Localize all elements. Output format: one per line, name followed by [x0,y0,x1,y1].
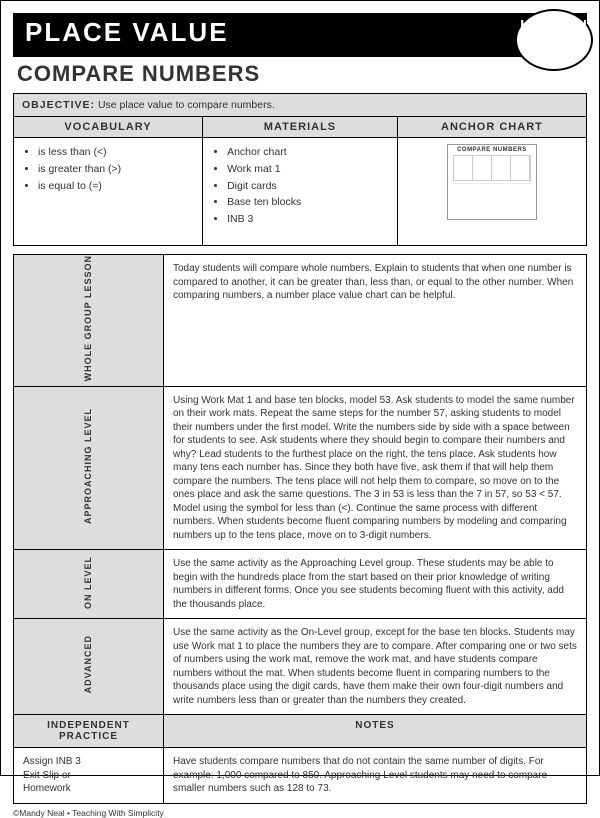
materials-item: Base ten blocks [227,194,387,211]
ip-header-practice: INDEPENDENT PRACTICE [14,715,164,748]
anchor-thumb-title: COMPARE NUMBERS [450,147,534,153]
lesson-subtitle: COMPARE NUMBERS [13,57,587,93]
unit-title: PLACE VALUE [25,17,575,48]
lesson-page: PLACE VALUE LESSON 3 COMPARE NUMBERS OBJ… [0,0,600,776]
ip-header-notes: NOTES [164,715,587,748]
lesson-word: LESSON [517,17,591,34]
anchor-cell: COMPARE NUMBERS [397,138,586,246]
section-text-advanced: Use the same activity as the On-Level gr… [164,619,587,715]
section-label-approaching: APPROACHING LEVEL [14,386,164,550]
footer-copyright: ©Mandy Neal • Teaching With Simplicity [13,804,587,818]
vocab-item: is equal to (=) [38,178,192,195]
col-header-materials: MATERIALS [203,117,398,138]
materials-cell: Anchor chart Work mat 1 Digit cards Base… [203,138,398,246]
objective-cell: OBJECTIVE: Use place value to compare nu… [14,94,587,117]
objective-text: Use place value to compare numbers. [98,99,275,111]
sections-table: WHOLE GROUP LESSON Today students will c… [13,254,587,804]
materials-item: Anchor chart [227,144,387,161]
col-header-anchor: ANCHOR CHART [397,117,586,138]
section-label-advanced: ADVANCED [14,619,164,715]
section-text-whole-group: Today students will compare whole number… [164,255,587,387]
section-label-on-level: ON LEVEL [14,550,164,619]
vocab-cell: is less than (<) is greater than (>) is … [14,138,203,246]
top-table: OBJECTIVE: Use place value to compare nu… [13,93,587,246]
section-label-whole-group: WHOLE GROUP LESSON [14,255,164,387]
vocab-item: is less than (<) [38,144,192,161]
vocab-item: is greater than (>) [38,161,192,178]
col-header-vocab: VOCABULARY [14,117,203,138]
section-text-on-level: Use the same activity as the Approaching… [164,550,587,619]
lesson-badge: LESSON 3 [515,9,593,71]
header-bar: PLACE VALUE LESSON 3 [13,13,587,57]
objective-label: OBJECTIVE: [22,99,95,111]
materials-item: Work mat 1 [227,161,387,178]
anchor-chart-thumbnail: COMPARE NUMBERS [447,144,537,220]
lesson-number: 3 [517,34,591,60]
materials-item: Digit cards [227,178,387,195]
section-text-approaching: Using Work Mat 1 and base ten blocks, mo… [164,386,587,550]
materials-item: INB 3 [227,211,387,228]
